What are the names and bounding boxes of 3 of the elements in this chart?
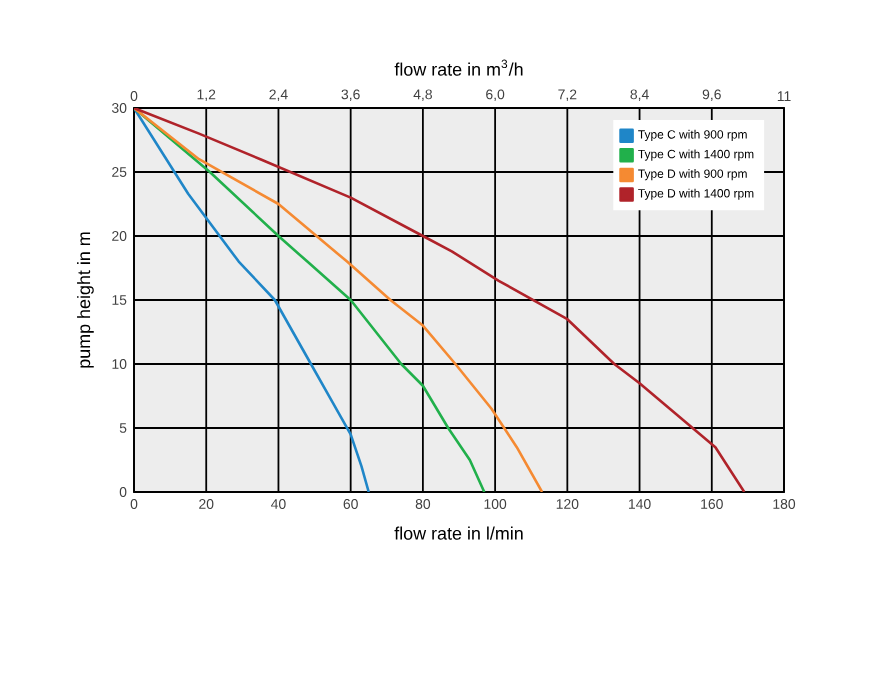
y-axis-title: pump height in m (77, 232, 94, 368)
x2-axis-title: flow rate in m$^{3}$/h (394, 59, 523, 76)
x-axis-title: flow rate in l/min (394, 526, 523, 540)
